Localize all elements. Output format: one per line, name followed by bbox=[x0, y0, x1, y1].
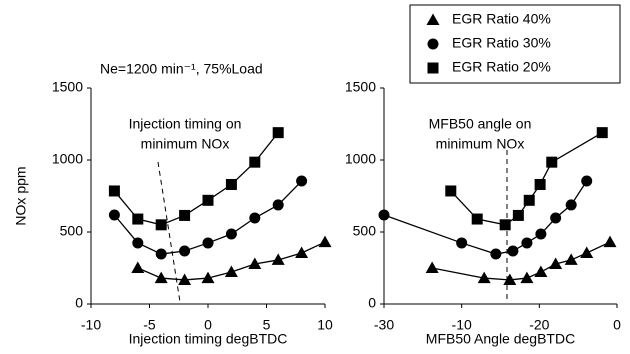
marker bbox=[534, 265, 548, 278]
marker bbox=[477, 271, 491, 284]
y-tick-label: 500 bbox=[353, 223, 377, 239]
marker bbox=[490, 248, 502, 260]
marker bbox=[565, 199, 577, 211]
marker bbox=[108, 209, 120, 221]
marker bbox=[272, 127, 284, 139]
marker bbox=[248, 257, 262, 269]
annotation: MFB50 angle on bbox=[429, 116, 532, 132]
marker bbox=[581, 175, 593, 187]
x-tick-label: -10 bbox=[452, 317, 472, 333]
marker bbox=[550, 212, 562, 224]
marker bbox=[535, 228, 547, 240]
marker bbox=[201, 271, 215, 284]
marker bbox=[249, 212, 261, 224]
marker bbox=[272, 199, 284, 211]
y-tick-label: 0 bbox=[368, 295, 376, 311]
marker bbox=[564, 253, 578, 265]
marker bbox=[603, 235, 617, 248]
legend-marker bbox=[427, 38, 439, 50]
legend-marker bbox=[427, 62, 439, 74]
marker bbox=[155, 248, 167, 260]
marker bbox=[596, 127, 608, 139]
marker bbox=[202, 237, 214, 249]
marker bbox=[499, 219, 511, 231]
y-axis-label: NOx ppm bbox=[13, 166, 29, 225]
x-axis-label: MFB50 Angle degBTDC bbox=[426, 331, 575, 347]
x-tick-label: -5 bbox=[143, 317, 156, 333]
legend-label: EGR Ratio 20% bbox=[452, 59, 551, 75]
marker bbox=[507, 245, 519, 257]
marker bbox=[296, 175, 308, 187]
x-tick-label: -10 bbox=[81, 317, 101, 333]
marker bbox=[225, 228, 237, 240]
marker bbox=[318, 235, 332, 248]
marker bbox=[521, 237, 533, 249]
marker bbox=[225, 178, 237, 190]
y-tick-label: 1000 bbox=[52, 151, 83, 167]
series-line bbox=[432, 241, 611, 281]
marker bbox=[425, 261, 439, 273]
y-tick-label: 500 bbox=[60, 223, 84, 239]
marker bbox=[445, 185, 457, 197]
marker bbox=[503, 273, 517, 285]
x-tick-label: 0 bbox=[204, 317, 212, 333]
x-tick-label: -20 bbox=[529, 317, 549, 333]
marker bbox=[512, 209, 524, 221]
marker bbox=[224, 265, 238, 278]
x-axis-label: Injection timing degBTDC bbox=[129, 331, 288, 347]
marker bbox=[520, 271, 534, 284]
x-tick-label: -30 bbox=[374, 317, 394, 333]
y-tick-label: 1500 bbox=[345, 79, 376, 95]
marker bbox=[179, 245, 191, 257]
marker bbox=[456, 237, 468, 249]
marker bbox=[108, 185, 120, 197]
marker bbox=[378, 209, 390, 221]
marker bbox=[534, 178, 546, 190]
marker bbox=[179, 209, 191, 221]
y-tick-label: 1000 bbox=[345, 151, 376, 167]
legend-box bbox=[409, 4, 621, 84]
legend-label: EGR Ratio 40% bbox=[452, 11, 551, 27]
marker bbox=[295, 246, 309, 259]
marker bbox=[132, 237, 144, 249]
marker bbox=[155, 219, 167, 231]
marker bbox=[178, 273, 192, 285]
annotation: minimum NOx bbox=[436, 136, 525, 152]
marker bbox=[202, 194, 214, 206]
marker bbox=[154, 271, 168, 284]
legend-label: EGR Ratio 30% bbox=[452, 35, 551, 51]
marker bbox=[580, 246, 594, 259]
x-tick-label: 0 bbox=[613, 317, 621, 333]
marker bbox=[523, 194, 535, 206]
annotation: minimum NOx bbox=[141, 136, 230, 152]
legend-marker bbox=[426, 13, 440, 25]
marker bbox=[131, 261, 145, 273]
marker bbox=[271, 253, 285, 265]
condition-label: Ne=1200 min⁻¹, 75%Load bbox=[100, 61, 263, 77]
marker bbox=[132, 213, 144, 225]
x-tick-label: 10 bbox=[317, 317, 333, 333]
marker bbox=[249, 156, 261, 168]
marker bbox=[549, 257, 563, 269]
y-tick-label: 1500 bbox=[52, 79, 83, 95]
marker bbox=[471, 213, 483, 225]
marker bbox=[546, 156, 558, 168]
y-tick-label: 0 bbox=[75, 295, 83, 311]
annotation: Injection timing on bbox=[129, 116, 242, 132]
x-tick-label: 5 bbox=[263, 317, 271, 333]
